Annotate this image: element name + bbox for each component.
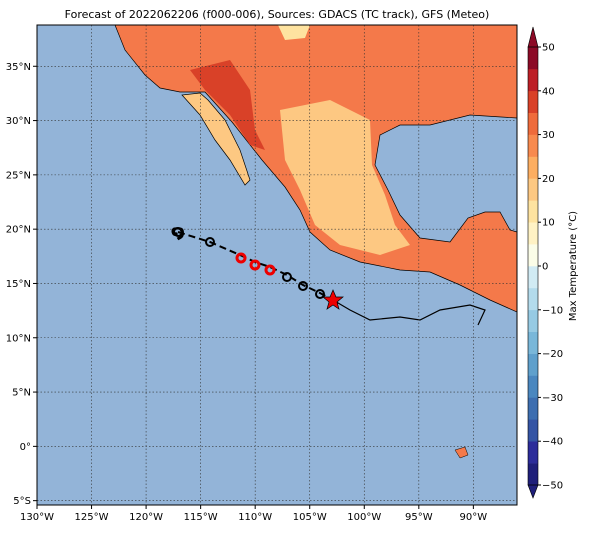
island bbox=[454, 446, 469, 459]
colorbar-band bbox=[528, 244, 538, 267]
colorbar-tick-label: 50 bbox=[542, 43, 555, 54]
colorbar-band bbox=[528, 441, 538, 464]
coastline bbox=[332, 299, 486, 326]
storm-icon: ໑ bbox=[171, 222, 185, 243]
colorbar-tick-label: −20 bbox=[542, 349, 563, 360]
x-tick-label: 90°W bbox=[460, 512, 488, 523]
colorbar-band bbox=[528, 463, 538, 486]
x-tick-label: 100°W bbox=[347, 512, 381, 523]
storm-icon bbox=[205, 237, 215, 247]
y-tick-label: 10°N bbox=[6, 333, 31, 344]
colorbar-band bbox=[528, 68, 538, 92]
colorbar-band bbox=[528, 266, 538, 289]
y-tick-label: 30°N bbox=[6, 116, 31, 127]
y-tick-label: 25°N bbox=[6, 170, 31, 181]
x-tick-label: 120°W bbox=[129, 512, 163, 523]
colorbar-band bbox=[528, 178, 538, 201]
storm-icon bbox=[298, 281, 308, 291]
colorbar-band bbox=[528, 156, 538, 179]
storm-icon bbox=[235, 252, 247, 264]
chart-title: Forecast of 2022062206 (f000-006), Sourc… bbox=[65, 8, 490, 21]
storm-icon bbox=[264, 264, 276, 276]
colorbar-tick-label: 20 bbox=[542, 174, 555, 185]
hot-region bbox=[190, 60, 265, 150]
colorbar-band bbox=[528, 397, 538, 420]
y-tick-label: 20°N bbox=[6, 225, 31, 236]
colorbar-tick-label: −50 bbox=[542, 481, 563, 492]
colorbar-tick-label: −30 bbox=[542, 393, 563, 404]
x-tick-label: 110°W bbox=[238, 512, 272, 523]
x-tick-label: 115°W bbox=[184, 512, 218, 523]
y-tick-label: 5°N bbox=[12, 388, 31, 399]
storm-symbols: ໑ bbox=[171, 222, 185, 243]
colorbar-arrow bbox=[527, 484, 539, 499]
map-frame bbox=[36, 24, 518, 506]
x-tick-label: 130°W bbox=[20, 512, 54, 523]
colorbar-tick-label: 10 bbox=[542, 218, 555, 229]
y-tick-label: 5°S bbox=[13, 496, 31, 507]
plateau bbox=[280, 100, 410, 255]
colorbar-tick-label: −40 bbox=[542, 437, 563, 448]
colorbar-band bbox=[528, 134, 538, 157]
colorbar-arrow bbox=[527, 26, 539, 48]
storm-icon bbox=[315, 289, 325, 299]
colorbar-tick-label: 40 bbox=[542, 86, 555, 97]
colorbar-band bbox=[528, 375, 538, 398]
colorbar-band bbox=[528, 200, 538, 223]
storm-icon bbox=[282, 272, 292, 282]
colorbar-tick-label: −10 bbox=[542, 305, 563, 316]
colorbar-band bbox=[528, 287, 538, 311]
y-tick-label: 35°N bbox=[6, 62, 31, 73]
y-tick-label: 15°N bbox=[6, 279, 31, 290]
colorbar-band bbox=[528, 47, 538, 70]
colorbar-label: Max Temperature (°C) bbox=[568, 211, 579, 321]
colorbar-band bbox=[528, 222, 538, 245]
colorbar-band bbox=[528, 309, 538, 332]
colorbar-band bbox=[528, 419, 538, 442]
storm-icon bbox=[249, 259, 261, 271]
storm-icon bbox=[173, 227, 183, 237]
colorbar-tick-label: 30 bbox=[542, 130, 555, 141]
colorbar-tick-label: 0 bbox=[542, 262, 548, 273]
track-line bbox=[177, 231, 334, 301]
current-position bbox=[322, 289, 344, 310]
baja bbox=[181, 92, 251, 186]
colorbar-band bbox=[528, 112, 538, 135]
x-tick-label: 105°W bbox=[293, 512, 327, 523]
y-tick-label: 0° bbox=[20, 442, 31, 453]
x-tick-label: 125°W bbox=[75, 512, 109, 523]
colorbar-band bbox=[528, 331, 538, 354]
cool-region bbox=[278, 25, 310, 40]
colorbar-band bbox=[528, 90, 538, 113]
land bbox=[114, 25, 517, 459]
x-tick-label: 95°W bbox=[405, 512, 433, 523]
colorbar-band bbox=[528, 353, 538, 376]
storm-track: ໑ bbox=[171, 222, 344, 310]
